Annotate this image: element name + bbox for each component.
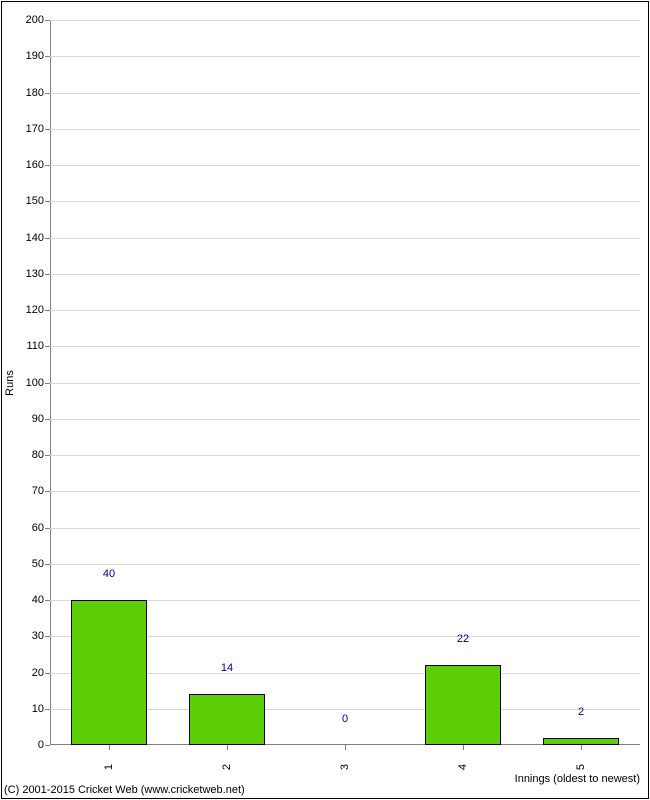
gridline <box>50 56 640 57</box>
gridline <box>50 528 640 529</box>
y-tick-label: 50 <box>32 558 50 570</box>
y-tick-label: 160 <box>26 159 50 171</box>
y-tick-label: 20 <box>32 667 50 679</box>
y-tick-label: 170 <box>26 123 50 135</box>
x-tick-mark <box>227 745 228 750</box>
y-tick-label: 30 <box>32 630 50 642</box>
y-tick-label: 120 <box>26 304 50 316</box>
y-tick-label: 190 <box>26 50 50 62</box>
gridline <box>50 93 640 94</box>
x-tick-label: 3 <box>339 764 351 770</box>
y-tick-label: 130 <box>26 268 50 280</box>
bar-value-label: 22 <box>457 633 469 645</box>
y-tick-label: 80 <box>32 449 50 461</box>
y-axis-title: Runs <box>4 370 16 396</box>
x-tick-label: 5 <box>575 764 587 770</box>
y-tick-label: 0 <box>38 739 50 751</box>
bar-value-label: 40 <box>103 568 115 580</box>
gridline <box>50 419 640 420</box>
bar-value-label: 2 <box>578 706 584 718</box>
plot-area: 0102030405060708090100110120130140150160… <box>50 20 640 745</box>
bar <box>71 600 147 745</box>
bar <box>425 665 501 745</box>
chart-copyright: (C) 2001-2015 Cricket Web (www.cricketwe… <box>4 784 245 796</box>
bar <box>189 694 265 745</box>
y-tick-label: 140 <box>26 232 50 244</box>
y-tick-label: 110 <box>26 340 50 352</box>
gridline <box>50 274 640 275</box>
y-tick-label: 180 <box>26 87 50 99</box>
y-tick-label: 40 <box>32 594 50 606</box>
y-tick-label: 150 <box>26 195 50 207</box>
gridline <box>50 455 640 456</box>
y-tick-label: 10 <box>32 703 50 715</box>
bar <box>543 738 619 745</box>
gridline <box>50 20 640 21</box>
y-tick-label: 200 <box>26 14 50 26</box>
y-tick-label: 70 <box>32 485 50 497</box>
x-tick-mark <box>581 745 582 750</box>
x-tick-label: 4 <box>457 764 469 770</box>
gridline <box>50 201 640 202</box>
gridline <box>50 129 640 130</box>
gridline <box>50 491 640 492</box>
x-tick-label: 1 <box>103 764 115 770</box>
bar-value-label: 0 <box>342 713 348 725</box>
gridline <box>50 238 640 239</box>
gridline <box>50 383 640 384</box>
x-tick-mark <box>345 745 346 750</box>
x-tick-label: 2 <box>221 764 233 770</box>
gridline <box>50 346 640 347</box>
gridline <box>50 564 640 565</box>
x-tick-mark <box>109 745 110 750</box>
y-tick-label: 90 <box>32 413 50 425</box>
gridline <box>50 165 640 166</box>
gridline <box>50 310 640 311</box>
y-tick-label: 60 <box>32 522 50 534</box>
x-tick-mark <box>463 745 464 750</box>
chart-container: 0102030405060708090100110120130140150160… <box>0 0 650 800</box>
x-axis-title: Innings (oldest to newest) <box>515 773 640 785</box>
bar-value-label: 14 <box>221 662 233 674</box>
y-tick-label: 100 <box>26 377 50 389</box>
